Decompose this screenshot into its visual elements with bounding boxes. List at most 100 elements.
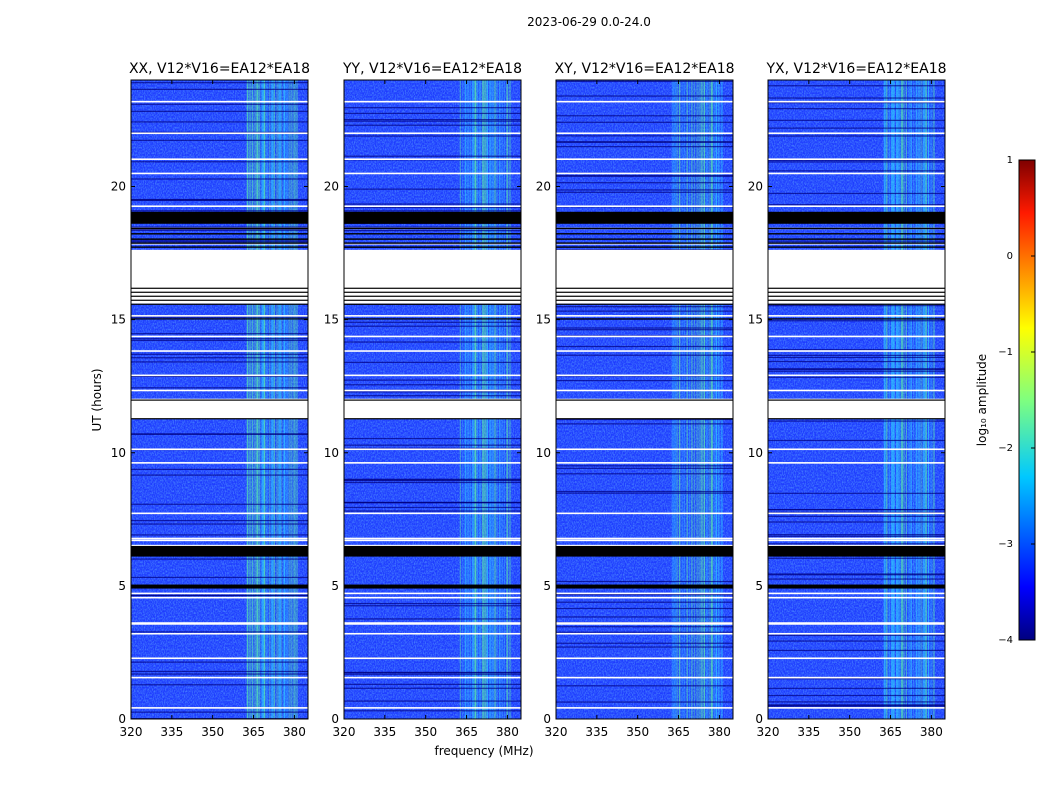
- dark-stripe: [131, 534, 308, 536]
- white-gap: [556, 707, 733, 709]
- white-gap: [768, 707, 945, 709]
- gap-line: [344, 418, 521, 420]
- dark-stripe: [131, 673, 308, 675]
- white-gap: [768, 158, 945, 161]
- dark-stripe: [768, 543, 945, 545]
- flagged-gap: [556, 250, 733, 304]
- gap-line: [344, 399, 521, 401]
- panel-frame: [130, 79, 309, 720]
- gap-line: [768, 399, 945, 401]
- dark-stripe: [131, 519, 308, 522]
- y-tick-label: 10: [536, 446, 551, 460]
- dark-stripe: [556, 646, 733, 648]
- colorbar-tick-label: −2: [998, 443, 1013, 454]
- dark-stripe: [131, 387, 308, 389]
- white-gap: [556, 544, 733, 547]
- black-line: [768, 242, 945, 244]
- dark-stripe: [768, 85, 945, 87]
- dark-stripe: [768, 557, 945, 559]
- white-gap: [131, 100, 308, 103]
- dark-stripe: [768, 354, 945, 356]
- dark-stripe: [131, 103, 308, 105]
- dark-stripe: [131, 684, 308, 686]
- gap-line: [131, 418, 308, 420]
- dark-stripe: [556, 189, 733, 191]
- gap-line: [768, 287, 945, 289]
- black-line: [556, 246, 733, 248]
- dark-stripe: [131, 503, 308, 505]
- dark-stripe: [556, 306, 733, 308]
- gap-line: [344, 303, 521, 305]
- white-gap: [768, 623, 945, 625]
- flagged-gap: [768, 399, 945, 419]
- white-gap: [556, 622, 733, 624]
- white-gap: [556, 592, 733, 595]
- dark-stripe: [768, 492, 945, 494]
- dark-stripe: [768, 204, 945, 206]
- x-tick-label: 380: [283, 725, 306, 739]
- x-tick-label: 365: [455, 725, 478, 739]
- dark-stripe: [768, 170, 945, 172]
- dark-stripe: [344, 447, 521, 449]
- dark-stripe: [131, 594, 308, 596]
- black-band: [768, 584, 945, 589]
- dark-stripe: [344, 226, 521, 228]
- dark-stripe: [344, 444, 521, 446]
- x-tick-label: 350: [626, 725, 649, 739]
- white-gap: [344, 596, 521, 599]
- dark-stripe: [344, 124, 521, 126]
- dark-stripe: [344, 135, 521, 137]
- x-tick-label: 335: [373, 725, 396, 739]
- x-axis-label: frequency (MHz): [434, 744, 533, 758]
- white-gap: [344, 623, 521, 625]
- white-gap: [131, 158, 308, 161]
- dark-stripe: [344, 687, 521, 689]
- y-tick-label: 5: [543, 579, 551, 593]
- gap-line: [556, 295, 733, 297]
- white-gap: [768, 448, 945, 451]
- dark-stripe: [344, 341, 521, 343]
- white-gap: [344, 676, 521, 679]
- dark-stripe: [131, 229, 308, 231]
- dark-stripe: [344, 391, 521, 393]
- flagged-gap: [768, 250, 945, 304]
- dark-stripe: [131, 468, 308, 470]
- white-gap: [556, 205, 733, 208]
- gap-line: [131, 318, 308, 320]
- white-gap: [768, 676, 945, 679]
- white-gap: [344, 448, 521, 451]
- gap-line: [131, 295, 308, 297]
- panel-4: YX, V12*V16=EA12*EA18 320 335 350 365 380 0 5 10…: [748, 61, 947, 739]
- white-gap: [768, 632, 945, 635]
- black-line: [131, 233, 308, 235]
- colorbar-tick-label: −1: [998, 347, 1013, 358]
- colorbar-tick-label: 1: [1007, 155, 1013, 166]
- gap-line: [768, 291, 945, 293]
- dark-stripe: [768, 320, 945, 322]
- dark-stripe: [768, 439, 945, 442]
- white-gap: [768, 622, 945, 624]
- dark-stripe: [131, 474, 308, 476]
- y-tick-label: 20: [111, 180, 126, 194]
- dark-stripe: [556, 174, 733, 177]
- colorbar-tick-label: 0: [1007, 251, 1013, 262]
- dark-stripe: [556, 121, 733, 123]
- white-gap: [131, 389, 308, 392]
- dark-stripe: [344, 710, 521, 712]
- white-gap: [556, 158, 733, 161]
- dark-stripe: [768, 694, 945, 697]
- panel-frame: [343, 79, 522, 720]
- colorbar-tick-label: −4: [998, 635, 1013, 646]
- white-gap: [344, 632, 521, 635]
- white-gap: [344, 512, 521, 515]
- gap-line: [131, 303, 308, 305]
- x-tick-label: 335: [585, 725, 608, 739]
- white-gap: [131, 374, 308, 377]
- white-gap: [131, 622, 308, 624]
- x-tick-label: 335: [797, 725, 820, 739]
- panel-frame: [555, 79, 734, 720]
- y-tick-label: 15: [536, 313, 551, 327]
- y-axis-label: UT (hours): [90, 368, 104, 431]
- white-gap: [131, 448, 308, 451]
- dark-stripe: [768, 521, 945, 523]
